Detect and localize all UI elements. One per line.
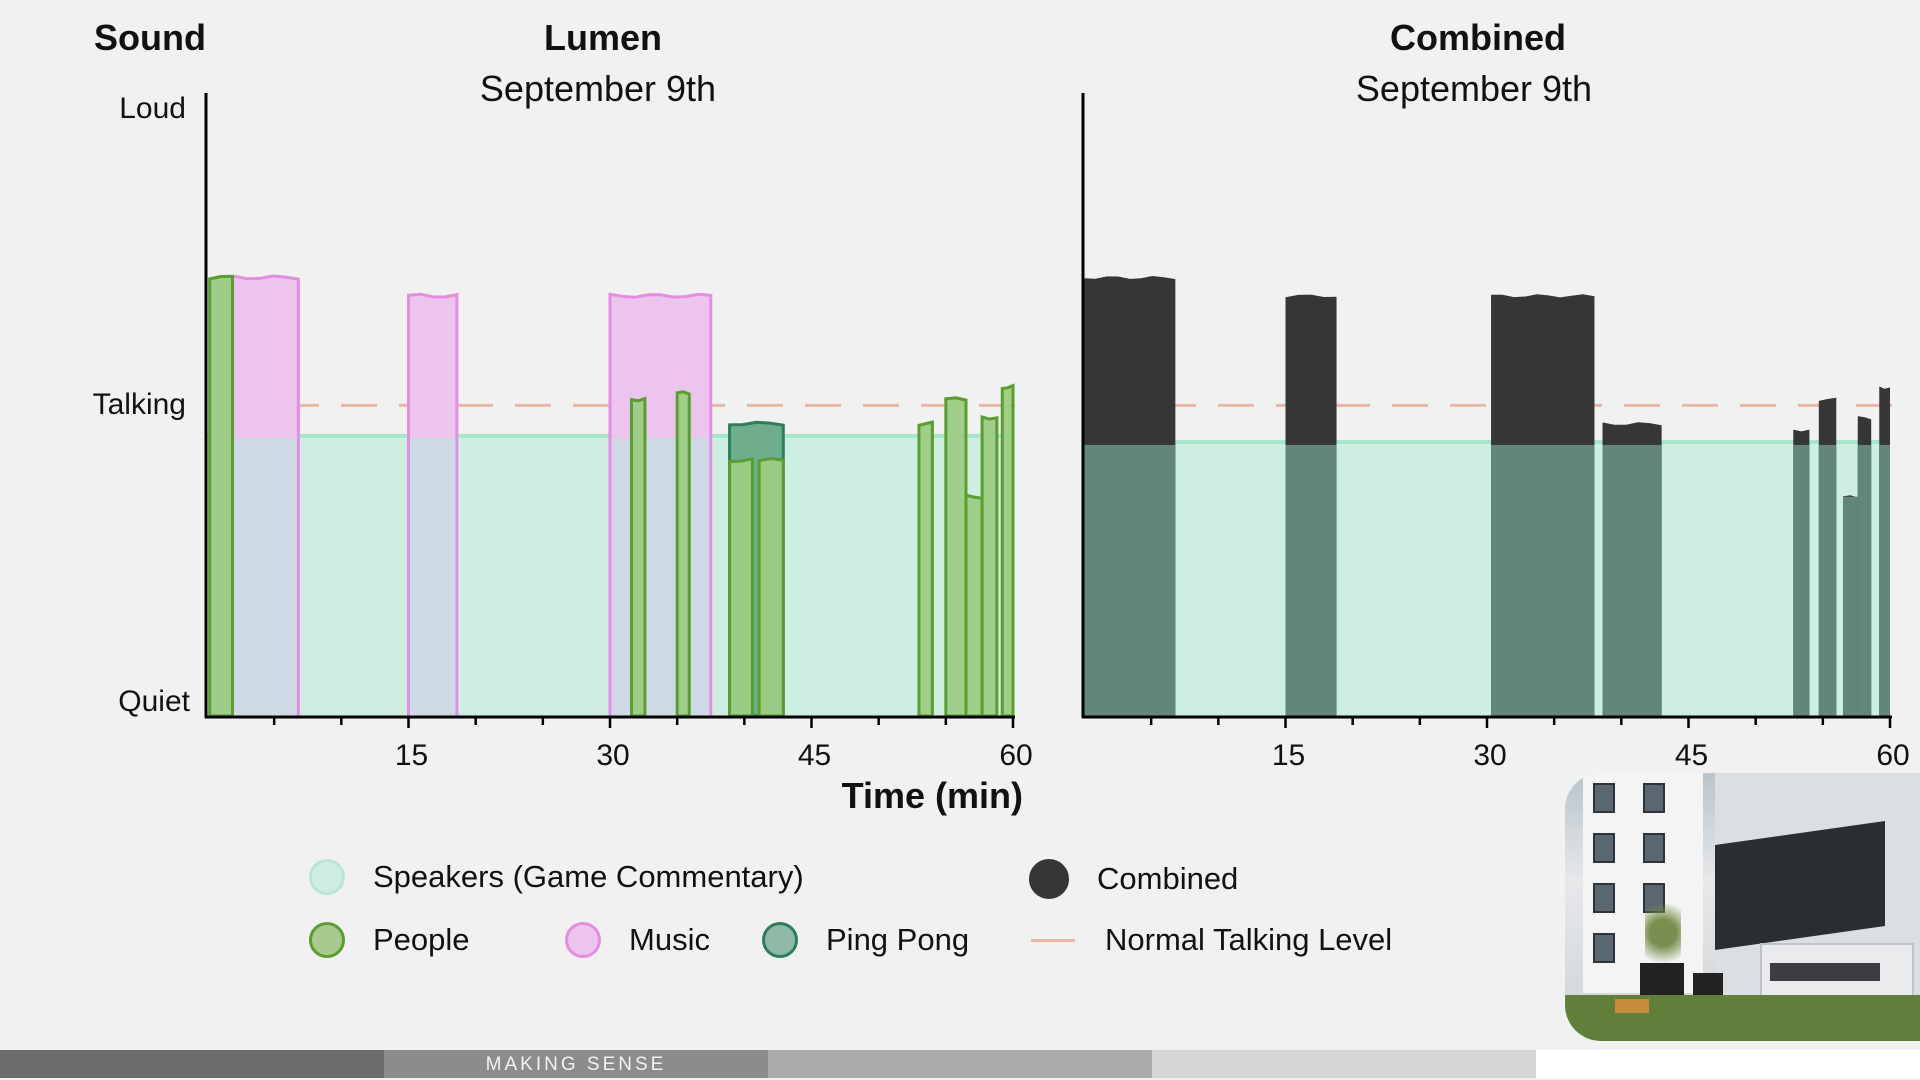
y-label-talking: Talking <box>93 388 186 421</box>
combined-under-speakers <box>1602 444 1662 716</box>
chart-marks <box>207 274 1890 718</box>
photo-tree <box>1645 893 1681 973</box>
combined-under-speakers <box>1842 496 1858 716</box>
y-label-loud: Loud <box>119 92 186 125</box>
x-tick-label: 45 <box>1675 739 1708 772</box>
panel-title-lumen: Lumen <box>544 17 662 58</box>
music-speaker-overlap <box>611 437 710 716</box>
legend-label-music: Music <box>629 922 710 957</box>
x-tick-label: 60 <box>1876 739 1909 772</box>
people-bar <box>675 390 691 718</box>
legend-label-combined: Combined <box>1097 861 1239 896</box>
photo-window <box>1643 783 1665 813</box>
x-tick-label: 60 <box>999 739 1032 772</box>
legend-item-speakers: Speakers (Game Commentary) <box>309 859 804 895</box>
venue-photo <box>1565 773 1920 1041</box>
people-bar <box>1000 383 1015 718</box>
combined-under-speakers <box>1793 444 1810 716</box>
music-swatch-icon <box>565 922 601 958</box>
legend-item-people: People <box>309 922 470 958</box>
combined-under-speakers <box>1285 444 1337 716</box>
photo-window <box>1593 783 1615 813</box>
combined-under-speakers <box>1084 444 1176 716</box>
chart-axes <box>204 93 1892 728</box>
people-bar <box>917 420 934 718</box>
panel-subtitle-combined: September 9th <box>1356 68 1592 109</box>
footer-segment <box>0 1050 384 1078</box>
legend-label-normal-talking: Normal Talking Level <box>1105 922 1393 957</box>
speakers-area <box>1084 441 1890 716</box>
x-tick-label: 30 <box>1473 739 1506 772</box>
photo-window <box>1593 833 1615 863</box>
combined-under-speakers <box>1879 444 1890 716</box>
combined-under-speakers <box>1491 444 1595 716</box>
people-bar <box>728 456 754 718</box>
footer-segment <box>1152 1050 1536 1078</box>
footer-segment <box>384 1050 768 1078</box>
x-axis-title: Time (min) <box>842 775 1023 816</box>
x-tick-label: 15 <box>1272 739 1305 772</box>
legend-item-ping-pong: Ping Pong <box>762 922 969 958</box>
legend-item-normal-talking: Normal Talking Level <box>1031 922 1392 958</box>
people-bar <box>208 274 235 718</box>
combined-swatch-icon <box>1029 859 1069 899</box>
photo-window <box>1643 833 1665 863</box>
legend-item-music: Music <box>565 922 710 958</box>
people-bar <box>757 457 785 718</box>
y-label-quiet: Quiet <box>118 685 190 718</box>
x-tick-label: 30 <box>596 739 629 772</box>
legend-label-speakers: Speakers (Game Commentary) <box>373 859 804 894</box>
x-tick-label: 15 <box>395 739 428 772</box>
combined-under-speakers <box>1818 444 1837 716</box>
people-bar <box>964 493 984 718</box>
speakers-swatch-icon <box>309 859 345 895</box>
y-axis-title: Sound <box>94 17 206 58</box>
panel-title-combined: Combined <box>1390 17 1566 58</box>
footer-label: MAKING SENSE <box>485 1054 667 1075</box>
photo-window <box>1593 933 1615 963</box>
combined-under-speakers <box>1857 444 1872 716</box>
people-swatch-icon <box>309 922 345 958</box>
footer-segment <box>768 1050 1152 1078</box>
photo-window <box>1593 883 1615 913</box>
music-speaker-overlap <box>410 437 456 716</box>
people-bar <box>944 396 968 718</box>
footer-bar: MAKING SENSE <box>0 1050 1920 1080</box>
legend-label-ping-pong: Ping Pong <box>826 922 970 957</box>
x-tick-label: 45 <box>798 739 831 772</box>
panel-subtitle-lumen: September 9th <box>480 68 716 109</box>
ping-pong-swatch-icon <box>762 922 798 958</box>
legend-label-people: People <box>373 922 470 957</box>
chart-texts: Sound Loud Talking Quiet Lumen September… <box>93 17 1910 816</box>
footer-segment <box>1536 1050 1920 1078</box>
dashed-line-icon <box>1031 938 1075 942</box>
photo-cornhole-board <box>1615 999 1649 1013</box>
people-bar <box>629 396 647 718</box>
photo-fireplace <box>1770 963 1880 981</box>
people-bar <box>980 415 999 718</box>
legend-item-combined: Combined <box>1029 859 1238 899</box>
